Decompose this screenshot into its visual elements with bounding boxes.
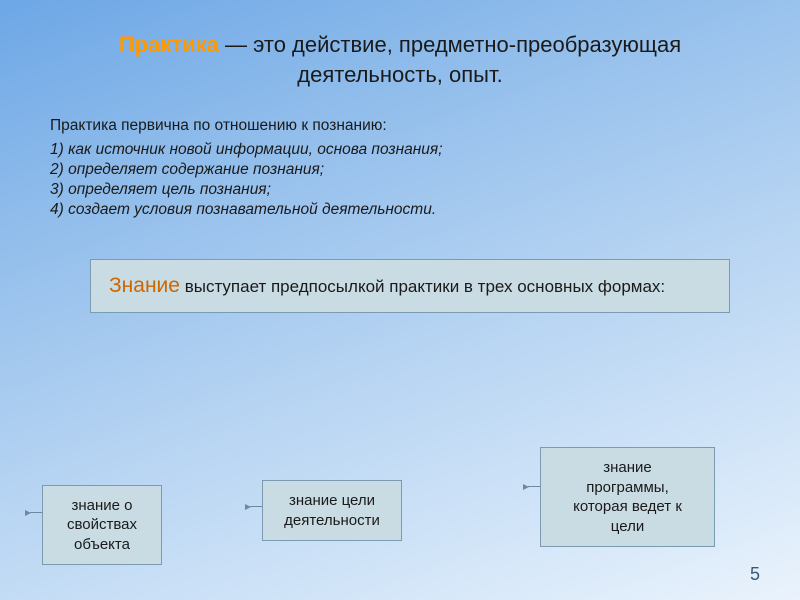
arrowhead-icon [245, 504, 251, 510]
subtitle: Практика первична по отношению к познани… [50, 117, 750, 135]
box-line: знание цели [289, 492, 375, 509]
box-line: цели [611, 518, 644, 535]
page-number: 5 [750, 564, 760, 585]
enumerated-list: 1) как источник новой информации, основа… [50, 141, 750, 219]
banner-text: выступает предпосылкой практики в трех о… [180, 277, 665, 296]
box-line: знание [603, 459, 652, 476]
list-item: 1) как источник новой информации, основа… [50, 141, 750, 159]
arrowhead-icon [523, 484, 529, 490]
list-item: 4) создает условия познавательной деятел… [50, 201, 750, 219]
highlight-banner: Знание выступает предпосылкой практики в… [90, 259, 730, 313]
list-item: 3) определяет цель познания; [50, 181, 750, 199]
banner-accent: Знание [109, 274, 180, 297]
slide: Практика — это действие, предметно-преоб… [0, 0, 800, 600]
concept-box: знание о свойствах объекта [42, 485, 162, 566]
concept-box: знание программы, которая ведет к цели [540, 447, 715, 547]
title-line2: деятельность, опыт. [297, 62, 502, 87]
arrowhead-icon [25, 510, 31, 516]
list-item: 2) определяет содержание познания; [50, 161, 750, 179]
title-accent: Практика [119, 32, 219, 57]
box-line: деятельности [284, 512, 380, 529]
title-line1: — это действие, предметно-преобразующая [219, 32, 681, 57]
slide-title: Практика — это действие, предметно-преоб… [50, 30, 750, 89]
concept-box: знание цели деятельности [262, 480, 402, 541]
box-line: объекта [74, 536, 130, 553]
box-line: программы, [586, 479, 669, 496]
box-line: свойствах [67, 516, 137, 533]
box-line: которая ведет к [573, 498, 682, 515]
box-line: знание о [71, 497, 132, 514]
